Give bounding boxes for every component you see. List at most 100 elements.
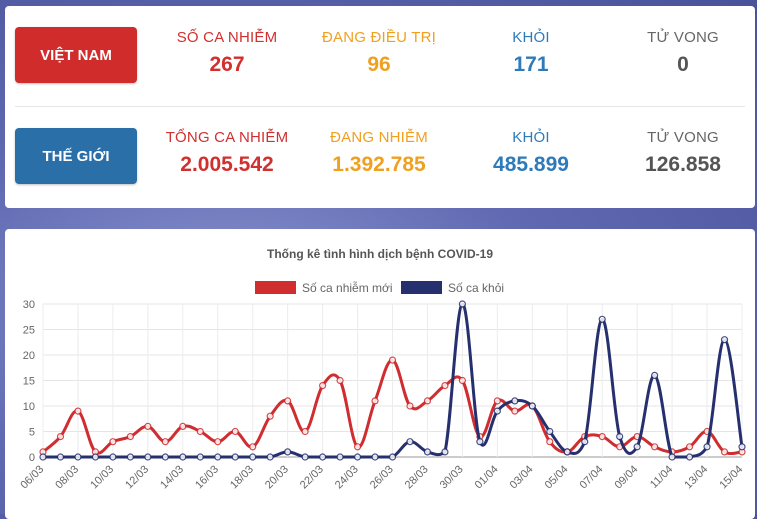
data-point: [266, 453, 274, 461]
data-point: [546, 427, 554, 436]
data-point: [39, 453, 47, 461]
data-point: [423, 397, 432, 405]
data-point: [319, 382, 327, 390]
world-infected-label: TỔNG CA NHIỄM: [165, 129, 289, 146]
data-point: [91, 453, 100, 461]
y-tick-label: 25: [23, 325, 35, 337]
data-point: [319, 453, 327, 461]
series-2: [39, 300, 746, 461]
x-tick-label: 11/04: [648, 463, 675, 490]
vietnam-stats-row: VIỆT NAM SỐ CA NHIỄM 267 ĐANG ĐIỀU TRỊ 9…: [5, 6, 755, 106]
legend-swatch-2: [401, 281, 442, 294]
vn-treating-value: 96: [367, 53, 391, 76]
world-deaths-label: TỬ VONG: [647, 129, 719, 146]
data-point: [214, 453, 222, 461]
data-point: [388, 356, 397, 364]
data-point: [633, 443, 641, 451]
y-tick-label: 0: [29, 452, 35, 464]
data-point: [598, 433, 606, 441]
x-tick-label: 24/03: [333, 463, 361, 491]
vn-deaths-label: TỬ VONG: [647, 29, 719, 46]
x-tick-label: 16/03: [193, 463, 221, 491]
x-tick-label: 12/03: [123, 463, 151, 491]
data-point: [284, 397, 292, 405]
data-point: [56, 433, 65, 441]
data-point: [249, 443, 257, 451]
data-point: [493, 407, 501, 415]
x-tick-label: 09/04: [612, 463, 640, 491]
legend-swatch-1: [255, 281, 296, 294]
data-point: [231, 427, 239, 436]
data-point: [301, 453, 309, 461]
data-point: [493, 397, 501, 405]
x-tick-label: 18/03: [228, 463, 256, 491]
x-tick-label: 08/03: [53, 463, 81, 491]
vn-deaths-stat: TỬ VONG 0: [608, 29, 757, 77]
x-tick-label: 22/03: [298, 463, 326, 491]
x-tick-label: 03/04: [508, 463, 536, 491]
data-point: [56, 453, 65, 461]
data-point: [738, 443, 746, 451]
x-tick-label: 05/04: [543, 463, 571, 491]
data-point: [74, 407, 82, 415]
world-infected-stat: TỔNG CA NHIỄM 2.005.542: [152, 129, 302, 177]
data-point: [249, 453, 257, 461]
data-point: [685, 443, 694, 451]
data-point: [441, 382, 449, 390]
data-point: [388, 453, 397, 461]
vn-deaths-value: 0: [677, 53, 689, 76]
data-point: [109, 438, 117, 446]
data-point: [179, 453, 187, 461]
data-point: [406, 402, 414, 410]
x-tick-label: 01/04: [473, 463, 501, 491]
data-point: [511, 407, 519, 415]
x-tick-label: 20/03: [263, 463, 291, 491]
vn-infected-value: 267: [209, 53, 245, 76]
data-point: [196, 453, 204, 461]
y-tick-label: 15: [23, 376, 35, 388]
data-point: [336, 376, 344, 385]
data-point: [720, 336, 729, 344]
world-button[interactable]: THẾ GIỚI: [15, 128, 137, 184]
data-point: [214, 438, 222, 446]
vn-recovered-stat: KHỎI 171: [456, 29, 606, 77]
world-deaths-value: 126.858: [645, 153, 721, 176]
x-tick-label: 10/03: [88, 463, 116, 491]
y-tick-label: 20: [23, 350, 35, 362]
data-point: [651, 371, 659, 379]
data-point: [144, 422, 152, 430]
stats-panel: VIỆT NAM SỐ CA NHIỄM 267 ĐANG ĐIỀU TRỊ 9…: [5, 6, 755, 208]
data-point: [581, 438, 589, 446]
data-point: [598, 315, 606, 323]
world-deaths-stat: TỬ VONG 126.858: [608, 129, 757, 177]
data-point: [423, 448, 432, 456]
data-point: [511, 397, 519, 405]
data-point: [458, 300, 466, 308]
x-tick-label: 07/04: [578, 463, 606, 491]
data-point: [668, 453, 676, 461]
world-recovered-value: 485.899: [493, 153, 569, 176]
data-point: [528, 402, 536, 410]
data-point: [336, 453, 344, 461]
vn-recovered-label: KHỎI: [512, 29, 550, 46]
vn-treating-label: ĐANG ĐIỀU TRỊ: [321, 29, 436, 46]
world-active-label: ĐANG NHIỄM: [330, 129, 428, 146]
vietnam-button[interactable]: VIỆT NAM: [15, 27, 137, 83]
data-point: [406, 438, 414, 446]
data-point: [353, 443, 362, 451]
x-tick-label: 28/03: [403, 463, 431, 491]
data-point: [196, 427, 204, 436]
data-point: [703, 443, 711, 451]
x-tick-label: 15/04: [717, 463, 745, 491]
data-point: [563, 448, 571, 456]
data-point: [126, 453, 134, 461]
x-tick-label: 30/03: [438, 463, 466, 491]
vn-infected-stat: SỐ CA NHIỄM 267: [152, 29, 302, 77]
data-point: [546, 438, 554, 446]
x-tick-label: 14/03: [158, 463, 186, 491]
data-point: [458, 376, 466, 385]
x-tick-label: 06/03: [18, 463, 46, 491]
world-active-stat: ĐANG NHIỄM 1.392.785: [304, 129, 454, 177]
data-point: [266, 412, 274, 420]
x-tick-label: 26/03: [368, 463, 396, 491]
